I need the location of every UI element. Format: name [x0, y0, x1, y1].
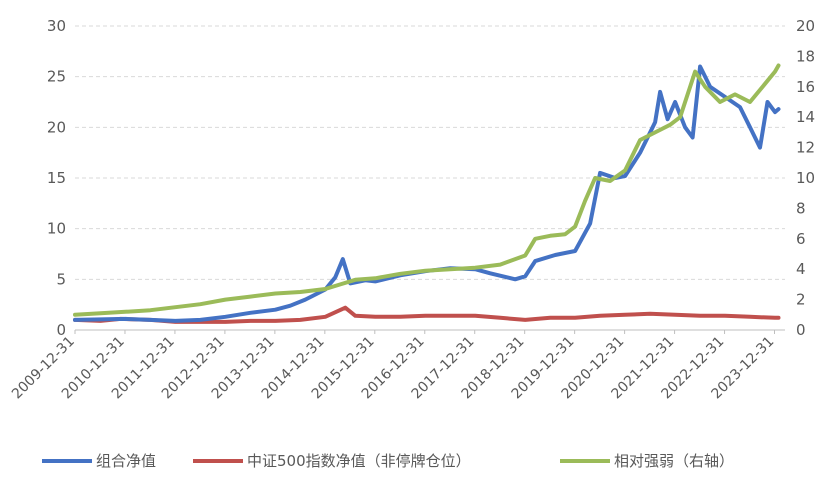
y-left-tick-label: 15 [47, 169, 66, 187]
y-right-tick-label: 12 [796, 139, 815, 157]
y-right-tick-label: 10 [796, 169, 815, 187]
y-left-tick-label: 5 [56, 270, 66, 288]
series-line-0 [73, 64, 781, 323]
series-line-2 [73, 63, 781, 317]
y-left-tick-label: 10 [47, 220, 66, 238]
legend-label: 组合净值 [96, 452, 156, 470]
legend-label: 相对强弱（右轴） [614, 452, 734, 470]
y-right-tick-label: 0 [796, 321, 806, 339]
y-right-tick-label: 4 [796, 260, 806, 278]
legend-label: 中证500指数净值（非停牌仓位） [247, 452, 471, 470]
y-left-tick-label: 30 [47, 17, 66, 35]
y-left-tick-label: 25 [47, 68, 66, 86]
y-left-tick-label: 20 [47, 118, 66, 136]
left-axis: 0 5 10 15 20 25 30 [47, 17, 66, 339]
grid-lines [75, 25, 785, 280]
y-right-tick-label: 18 [796, 47, 815, 65]
y-right-tick-label: 2 [796, 291, 806, 309]
legend: 组合净值 中证500指数净值（非停牌仓位） 相对强弱（右轴） [42, 452, 734, 470]
y-right-tick-label: 14 [796, 108, 815, 126]
y-right-tick-label: 8 [796, 199, 806, 217]
x-axis: 2009-12-312010-12-312011-12-312012-12-31… [9, 330, 777, 402]
y-right-tick-label: 20 [796, 17, 815, 35]
y-right-tick-label: 16 [796, 78, 815, 96]
right-axis: 0 2 4 6 8 10 12 14 16 18 20 [796, 17, 815, 339]
y-right-tick-label: 6 [796, 230, 806, 248]
y-left-tick-label: 0 [56, 321, 66, 339]
series-layer [73, 63, 781, 324]
